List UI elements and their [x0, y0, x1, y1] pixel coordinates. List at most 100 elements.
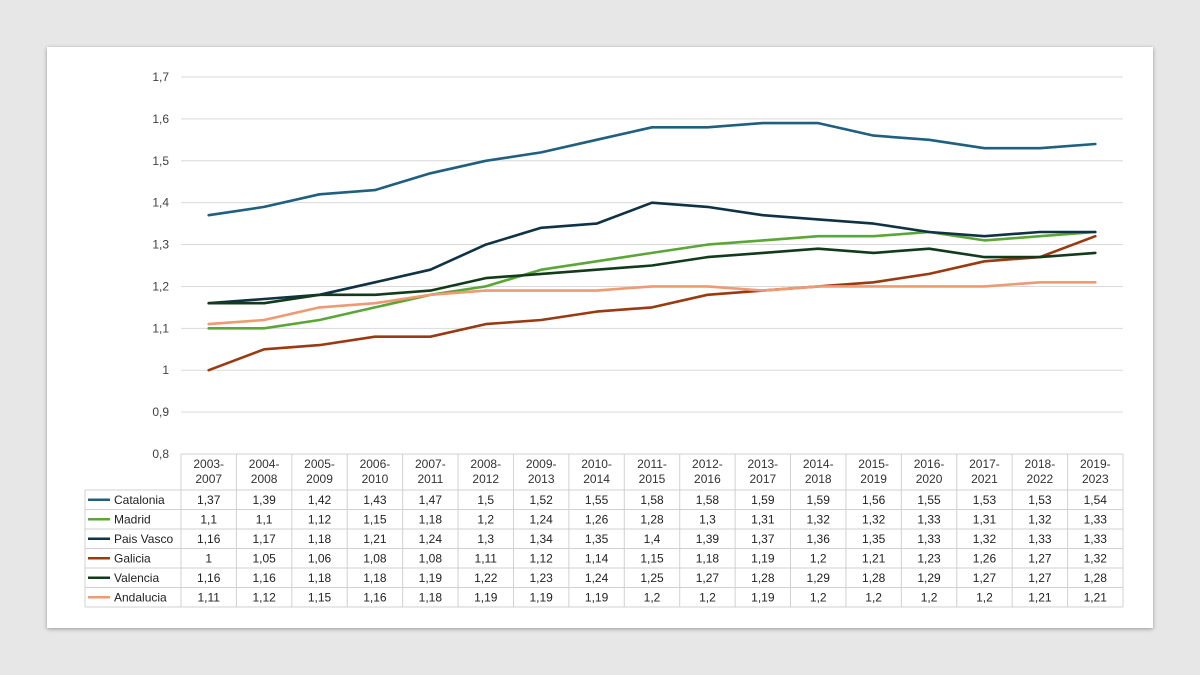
y-tick-label: 0,9: [152, 405, 169, 419]
data-label: 1,33: [1084, 532, 1108, 546]
data-label: 1,2: [810, 590, 827, 604]
data-label: 1,5: [477, 493, 494, 507]
data-label: 1,33: [917, 512, 941, 526]
data-label: 1,2: [477, 512, 494, 526]
x-tick-label: 2011-2015: [637, 457, 667, 486]
data-label: 1,32: [862, 512, 886, 526]
data-label: 1,55: [585, 493, 609, 507]
y-tick-label: 0,8: [152, 447, 169, 461]
series-line-pais-vasco: [207, 201, 1097, 305]
data-label: 1,33: [1084, 512, 1108, 526]
y-tick-label: 1,4: [152, 196, 169, 210]
data-label: 1,15: [363, 512, 387, 526]
data-label: 1,35: [585, 532, 609, 546]
data-label: 1,27: [696, 571, 720, 585]
data-label: 1,27: [973, 571, 997, 585]
data-label: 1,33: [917, 532, 941, 546]
x-tick-label: 2013-2017: [747, 457, 778, 486]
data-label: 1,28: [1084, 571, 1108, 585]
legend-label: Andalucia: [114, 590, 167, 604]
data-label: 1,37: [197, 493, 221, 507]
data-label: 1,24: [529, 512, 553, 526]
data-label: 1,16: [363, 590, 387, 604]
data-label: 1,33: [1028, 532, 1052, 546]
data-label: 1,28: [751, 571, 775, 585]
y-tick-label: 1: [162, 363, 169, 377]
data-label: 1,06: [308, 551, 332, 565]
data-label: 1,11: [197, 590, 220, 604]
x-tick-label: 2010-2014: [581, 457, 612, 486]
data-label: 1,2: [810, 551, 827, 565]
data-label: 1,19: [529, 590, 553, 604]
y-tick-label: 1,7: [152, 70, 169, 84]
data-label: 1,42: [308, 493, 332, 507]
x-tick-label: 2019-2023: [1080, 457, 1111, 486]
data-label: 1,12: [308, 512, 332, 526]
series-line-valencia: [207, 247, 1097, 305]
x-tick-label: 2005-2009: [304, 457, 335, 486]
data-label: 1,54: [1084, 493, 1108, 507]
y-tick-label: 1,1: [152, 321, 169, 335]
y-tick-label: 1,2: [152, 279, 169, 293]
series-line-galicia: [207, 234, 1097, 372]
data-label: 1,16: [197, 571, 221, 585]
data-label: 1,19: [751, 590, 775, 604]
y-tick-label: 1,5: [152, 154, 169, 168]
data-label: 1,21: [1028, 590, 1052, 604]
data-label: 1,32: [807, 512, 831, 526]
data-label: 1,39: [696, 532, 720, 546]
data-label: 1,26: [585, 512, 609, 526]
data-label: 1,15: [308, 590, 332, 604]
series-line-madrid: [207, 230, 1097, 330]
x-tick-label: 2014-2018: [803, 457, 834, 486]
line-chart: 0,8 0,9 1 1,1 1,2 1,3 1,4 1,5 1,6 1,7 2003-2007 200…: [84, 70, 1124, 608]
legend-label: Madrid: [114, 512, 151, 526]
data-label: 1,2: [644, 590, 661, 604]
data-label: 1,56: [862, 493, 886, 507]
data-label: 1: [205, 551, 212, 565]
x-tick-label: 2017-2021: [969, 457, 1000, 486]
data-label: 1,59: [807, 493, 831, 507]
data-label: 1,16: [252, 571, 276, 585]
data-label: 1,31: [973, 512, 997, 526]
legend-label: Pais Vasco: [114, 532, 173, 546]
data-label: 1,43: [363, 493, 387, 507]
data-label: 1,55: [917, 493, 941, 507]
data-label: 1,29: [917, 571, 941, 585]
data-label: 1,19: [419, 571, 443, 585]
data-label: 1,3: [477, 532, 494, 546]
data-label: 1,32: [1084, 551, 1108, 565]
data-label: 1,28: [862, 571, 886, 585]
chart-card: 0,8 0,9 1 1,1 1,2 1,3 1,4 1,5 1,6 1,7 2003-2007 200…: [47, 47, 1153, 628]
data-label: 1,18: [308, 532, 332, 546]
data-label: 1,22: [474, 571, 498, 585]
data-label: 1,21: [363, 532, 387, 546]
data-label: 1,08: [419, 551, 443, 565]
x-tick-label: 2012-2016: [692, 457, 723, 486]
data-label: 1,37: [751, 532, 775, 546]
data-label: 1,21: [1084, 590, 1108, 604]
data-label: 1,12: [252, 590, 276, 604]
data-label: 1,58: [640, 493, 664, 507]
data-label: 1,39: [252, 493, 276, 507]
data-label: 1,58: [696, 493, 720, 507]
data-label: 1,19: [585, 590, 609, 604]
data-label: 1,25: [640, 571, 664, 585]
data-label: 1,1: [256, 512, 273, 526]
legend-label: Valencia: [114, 571, 159, 585]
data-label: 1,18: [419, 590, 443, 604]
series-line-andalucia: [207, 281, 1097, 326]
legend-label: Catalonia: [114, 493, 165, 507]
x-tick-label: 2009-2013: [526, 457, 557, 486]
data-label: 1,12: [529, 551, 553, 565]
data-label: 1,32: [973, 532, 997, 546]
data-label: 1,2: [865, 590, 882, 604]
data-label: 1,35: [862, 532, 886, 546]
x-tick-label: 2018-2022: [1025, 457, 1056, 486]
data-label: 1,28: [640, 512, 664, 526]
data-label: 1,24: [419, 532, 443, 546]
data-label: 1,32: [1028, 512, 1052, 526]
x-tick-label: 2015-2019: [858, 457, 889, 486]
data-label: 1,08: [363, 551, 387, 565]
series-line-catalonia: [207, 121, 1097, 217]
